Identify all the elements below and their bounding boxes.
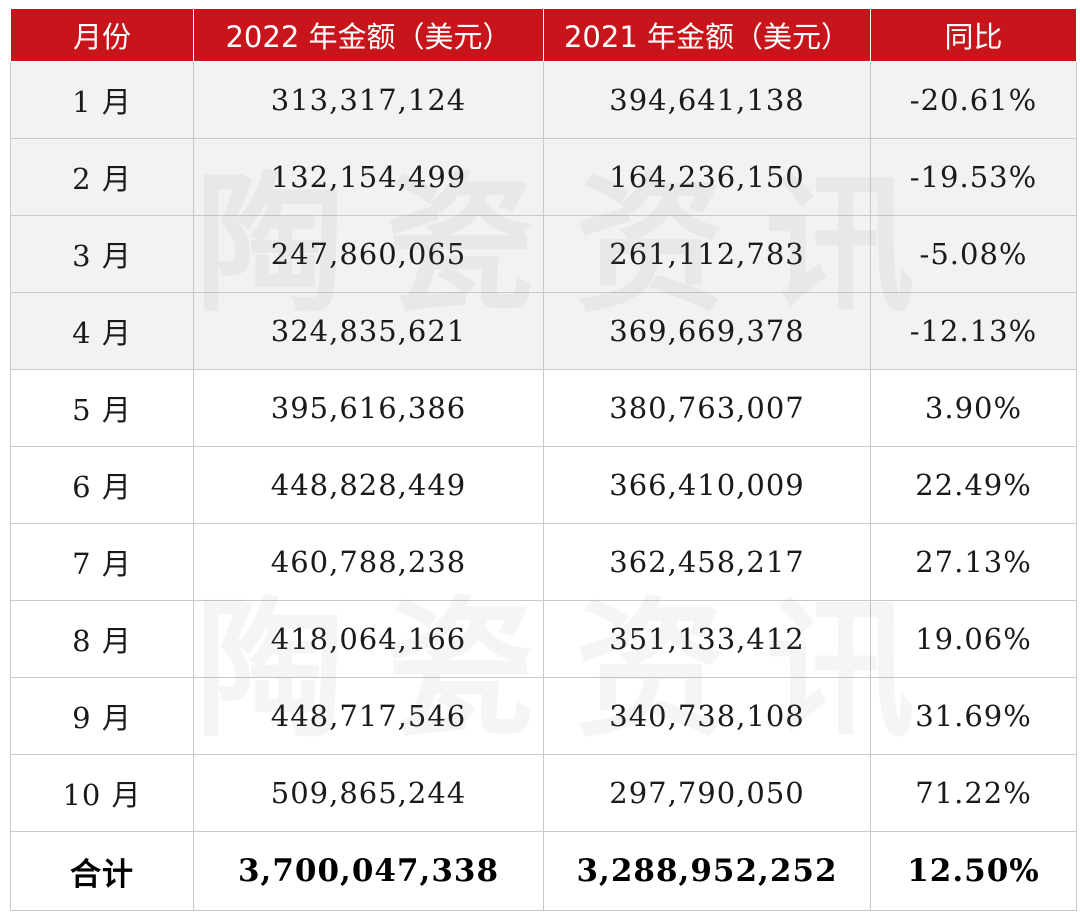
table-row: 5 月 395,616,386 380,763,007 3.90% [10, 369, 1077, 447]
cell-yoy: -20.61% [870, 61, 1077, 139]
cell-amount-2022: 448,717,546 [193, 677, 544, 755]
cell-amount-2022: 460,788,238 [193, 523, 544, 601]
cell-amount-2022: 132,154,499 [193, 138, 544, 216]
trade-amount-table: 月份 2022 年金额（美元） 2021 年金额（美元） 同比 1 月 313,… [10, 8, 1077, 911]
total-yoy: 12.50% [870, 831, 1077, 911]
table-row: 8 月 418,064,166 351,133,412 19.06% [10, 600, 1077, 678]
table-row: 6 月 448,828,449 366,410,009 22.49% [10, 446, 1077, 524]
header-month: 月份 [10, 8, 194, 62]
cell-month: 7 月 [10, 523, 194, 601]
cell-yoy: 27.13% [870, 523, 1077, 601]
cell-month: 9 月 [10, 677, 194, 755]
table-row: 10 月 509,865,244 297,790,050 71.22% [10, 754, 1077, 832]
cell-amount-2021: 340,738,108 [543, 677, 871, 755]
cell-yoy: 31.69% [870, 677, 1077, 755]
cell-amount-2021: 394,641,138 [543, 61, 871, 139]
table-row: 4 月 324,835,621 369,669,378 -12.13% [10, 292, 1077, 370]
table-total-row: 合计 3,700,047,338 3,288,952,252 12.50% [10, 831, 1077, 911]
cell-yoy: 22.49% [870, 446, 1077, 524]
cell-month: 1 月 [10, 61, 194, 139]
cell-amount-2021: 261,112,783 [543, 215, 871, 293]
total-label: 合计 [10, 831, 194, 911]
cell-month: 3 月 [10, 215, 194, 293]
table-row: 3 月 247,860,065 261,112,783 -5.08% [10, 215, 1077, 293]
cell-month: 10 月 [10, 754, 194, 832]
total-amount-2021: 3,288,952,252 [543, 831, 871, 911]
cell-amount-2021: 164,236,150 [543, 138, 871, 216]
cell-yoy: 71.22% [870, 754, 1077, 832]
cell-amount-2021: 366,410,009 [543, 446, 871, 524]
cell-amount-2022: 418,064,166 [193, 600, 544, 678]
cell-amount-2021: 369,669,378 [543, 292, 871, 370]
cell-month: 5 月 [10, 369, 194, 447]
cell-yoy: -12.13% [870, 292, 1077, 370]
cell-amount-2022: 324,835,621 [193, 292, 544, 370]
table-row: 9 月 448,717,546 340,738,108 31.69% [10, 677, 1077, 755]
cell-amount-2022: 395,616,386 [193, 369, 544, 447]
cell-month: 8 月 [10, 600, 194, 678]
cell-month: 4 月 [10, 292, 194, 370]
total-amount-2022: 3,700,047,338 [193, 831, 544, 911]
cell-amount-2022: 448,828,449 [193, 446, 544, 524]
header-yoy: 同比 [870, 8, 1077, 62]
cell-amount-2021: 351,133,412 [543, 600, 871, 678]
cell-amount-2022: 247,860,065 [193, 215, 544, 293]
cell-month: 6 月 [10, 446, 194, 524]
cell-amount-2021: 297,790,050 [543, 754, 871, 832]
header-amount-2021: 2021 年金额（美元） [543, 8, 871, 62]
cell-amount-2021: 362,458,217 [543, 523, 871, 601]
table-row: 2 月 132,154,499 164,236,150 -19.53% [10, 138, 1077, 216]
cell-yoy: 19.06% [870, 600, 1077, 678]
header-amount-2022: 2022 年金额（美元） [193, 8, 544, 62]
cell-amount-2022: 509,865,244 [193, 754, 544, 832]
table-header-row: 月份 2022 年金额（美元） 2021 年金额（美元） 同比 [10, 8, 1077, 62]
cell-yoy: 3.90% [870, 369, 1077, 447]
cell-amount-2022: 313,317,124 [193, 61, 544, 139]
cell-amount-2021: 380,763,007 [543, 369, 871, 447]
table-row: 1 月 313,317,124 394,641,138 -20.61% [10, 61, 1077, 139]
cell-yoy: -5.08% [870, 215, 1077, 293]
cell-yoy: -19.53% [870, 138, 1077, 216]
cell-month: 2 月 [10, 138, 194, 216]
table-row: 7 月 460,788,238 362,458,217 27.13% [10, 523, 1077, 601]
